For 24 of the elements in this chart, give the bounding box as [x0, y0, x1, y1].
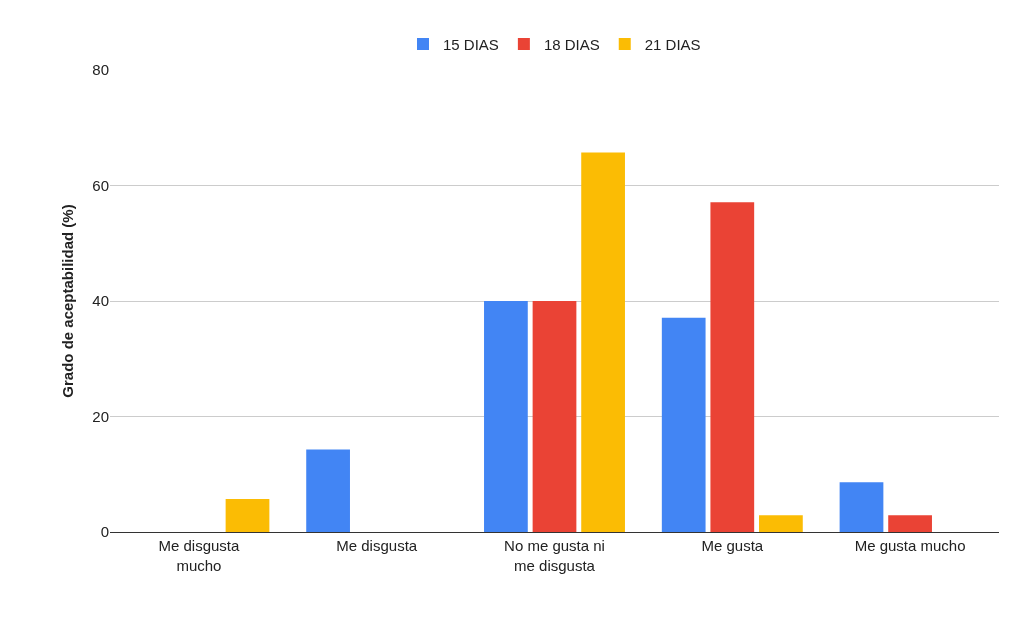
- bar: [484, 301, 528, 532]
- bar: [306, 449, 350, 532]
- legend-label: 15 DIAS: [443, 35, 499, 53]
- y-tick-label: 20: [92, 407, 109, 425]
- bar: [888, 515, 932, 532]
- bar: [581, 152, 625, 532]
- y-tick-label: 80: [92, 61, 109, 79]
- x-tick-label: Me disgusta: [336, 537, 418, 554]
- bar: [759, 515, 803, 532]
- x-tick-label: No me gusta ni me disgusta: [504, 537, 605, 574]
- x-tick-label: Me gusta: [701, 537, 764, 554]
- legend-label: 21 DIAS: [644, 35, 701, 53]
- legend-label: 18 DIAS: [543, 35, 600, 53]
- bar: [225, 499, 270, 532]
- bar: [710, 202, 755, 532]
- y-tick-label: 0: [100, 523, 109, 541]
- y-tick-label: 40: [92, 292, 109, 310]
- y-tick-label: 60: [92, 176, 109, 194]
- bar: [661, 317, 706, 532]
- x-tick-label: Me gusta mucho: [854, 537, 966, 554]
- bar: [839, 482, 884, 532]
- y-axis-title: Grado de aceptabilidad (%): [58, 204, 76, 398]
- bar: [532, 301, 577, 532]
- x-tick-label: Me disgusta mucho: [158, 537, 240, 574]
